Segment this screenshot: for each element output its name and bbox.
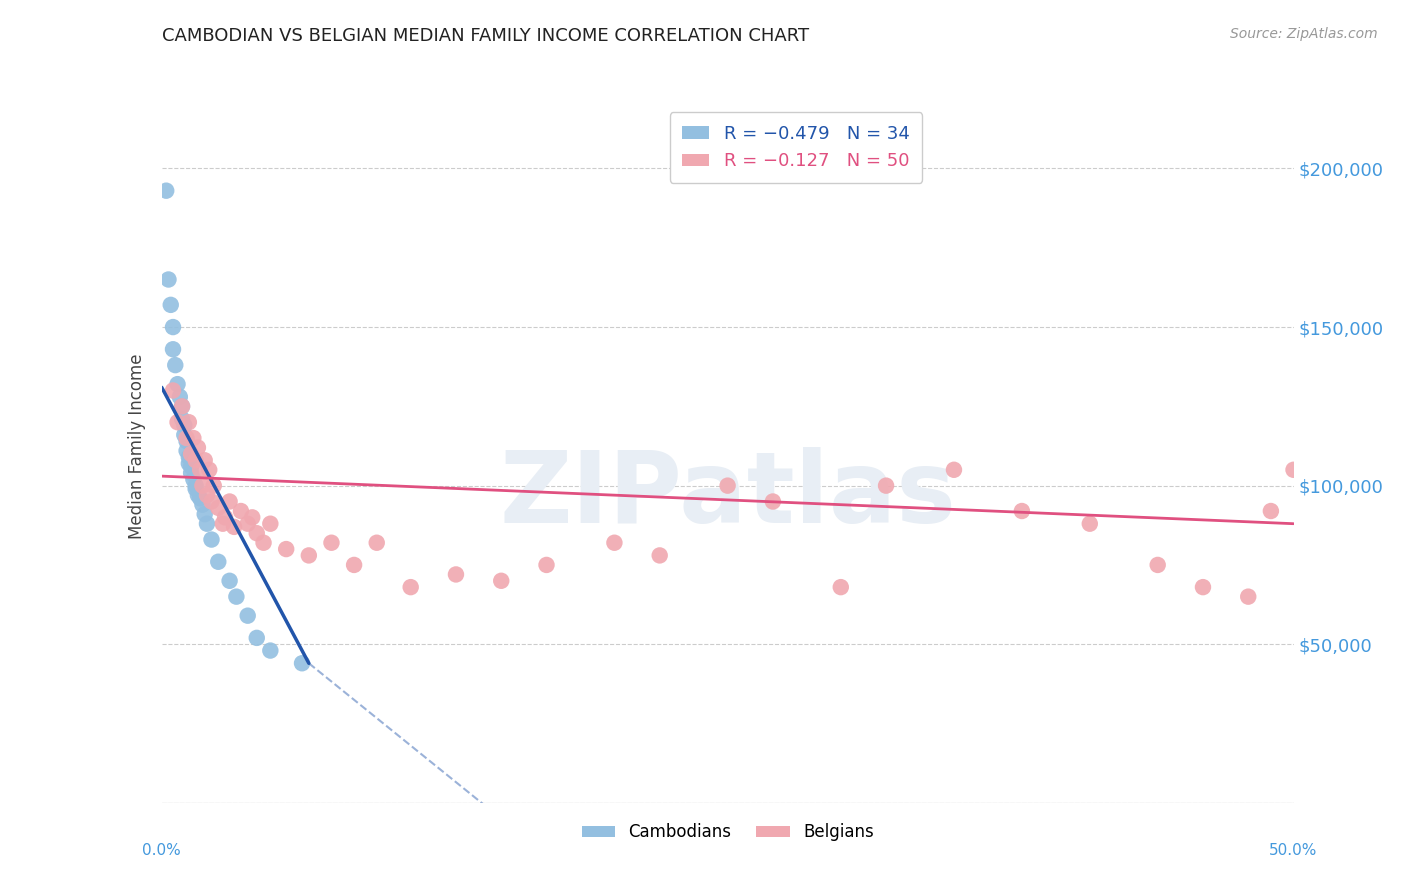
Point: [173, 418, 195, 433]
Text: 0.0%: 0.0%: [142, 843, 181, 858]
Point: [191, 478, 214, 492]
Point: [162, 320, 184, 334]
Point: [1078, 516, 1101, 531]
Point: [159, 298, 181, 312]
Point: [1237, 590, 1260, 604]
Point: [259, 643, 281, 657]
Point: [166, 377, 188, 392]
Point: [366, 535, 388, 549]
Point: [224, 520, 246, 534]
Point: [343, 558, 366, 572]
Point: [165, 358, 187, 372]
Point: [155, 184, 177, 198]
Point: [1192, 580, 1215, 594]
Point: [170, 400, 193, 414]
Point: [207, 500, 229, 515]
Point: [176, 434, 198, 449]
Point: [180, 459, 202, 474]
Point: [207, 555, 229, 569]
Point: [276, 542, 298, 557]
Point: [1146, 558, 1168, 572]
Point: [225, 590, 247, 604]
Point: [173, 428, 195, 442]
Legend: Cambodians, Belgians: Cambodians, Belgians: [575, 817, 880, 848]
Point: [942, 463, 965, 477]
Point: [1011, 504, 1033, 518]
Point: [214, 510, 236, 524]
Point: [188, 463, 211, 477]
Point: [183, 472, 205, 486]
Point: [184, 482, 207, 496]
Point: [170, 412, 193, 426]
Point: [162, 384, 184, 398]
Point: [194, 453, 217, 467]
Point: [177, 415, 200, 429]
Point: [246, 631, 269, 645]
Point: [240, 510, 263, 524]
Point: [200, 494, 222, 508]
Point: [198, 463, 221, 477]
Point: [184, 478, 207, 492]
Point: [236, 608, 259, 623]
Point: [166, 415, 188, 429]
Point: [875, 478, 897, 492]
Point: [1282, 463, 1305, 477]
Point: [830, 580, 852, 594]
Point: [291, 657, 314, 671]
Point: [298, 549, 321, 563]
Point: [246, 526, 269, 541]
Point: [184, 453, 207, 467]
Text: ZIPatlas: ZIPatlas: [499, 448, 956, 544]
Point: [187, 441, 209, 455]
Point: [188, 491, 211, 506]
Point: [229, 504, 252, 518]
Text: Source: ZipAtlas.com: Source: ZipAtlas.com: [1230, 27, 1378, 41]
Point: [717, 478, 740, 492]
Point: [157, 272, 180, 286]
Point: [191, 498, 214, 512]
Point: [444, 567, 467, 582]
Point: [176, 443, 198, 458]
Point: [603, 535, 626, 549]
Point: [177, 457, 200, 471]
Point: [399, 580, 422, 594]
Text: CAMBODIAN VS BELGIAN MEDIAN FAMILY INCOME CORRELATION CHART: CAMBODIAN VS BELGIAN MEDIAN FAMILY INCOM…: [162, 27, 808, 45]
Point: [200, 533, 222, 547]
Point: [321, 535, 343, 549]
Point: [536, 558, 558, 572]
Point: [195, 488, 218, 502]
Point: [211, 516, 233, 531]
Point: [218, 494, 240, 508]
Point: [176, 431, 198, 445]
Point: [169, 390, 191, 404]
Point: [187, 488, 209, 502]
Point: [183, 431, 205, 445]
Text: 50.0%: 50.0%: [1270, 843, 1317, 858]
Point: [195, 516, 218, 531]
Point: [218, 574, 240, 588]
Point: [162, 343, 184, 357]
Point: [1260, 504, 1282, 518]
Y-axis label: Median Family Income: Median Family Income: [128, 353, 146, 539]
Point: [177, 450, 200, 464]
Point: [762, 494, 785, 508]
Point: [202, 478, 225, 492]
Point: [180, 466, 202, 480]
Point: [259, 516, 281, 531]
Point: [648, 549, 671, 563]
Point: [170, 400, 193, 414]
Point: [236, 516, 259, 531]
Point: [194, 507, 217, 521]
Point: [180, 447, 202, 461]
Point: [489, 574, 512, 588]
Point: [252, 535, 274, 549]
